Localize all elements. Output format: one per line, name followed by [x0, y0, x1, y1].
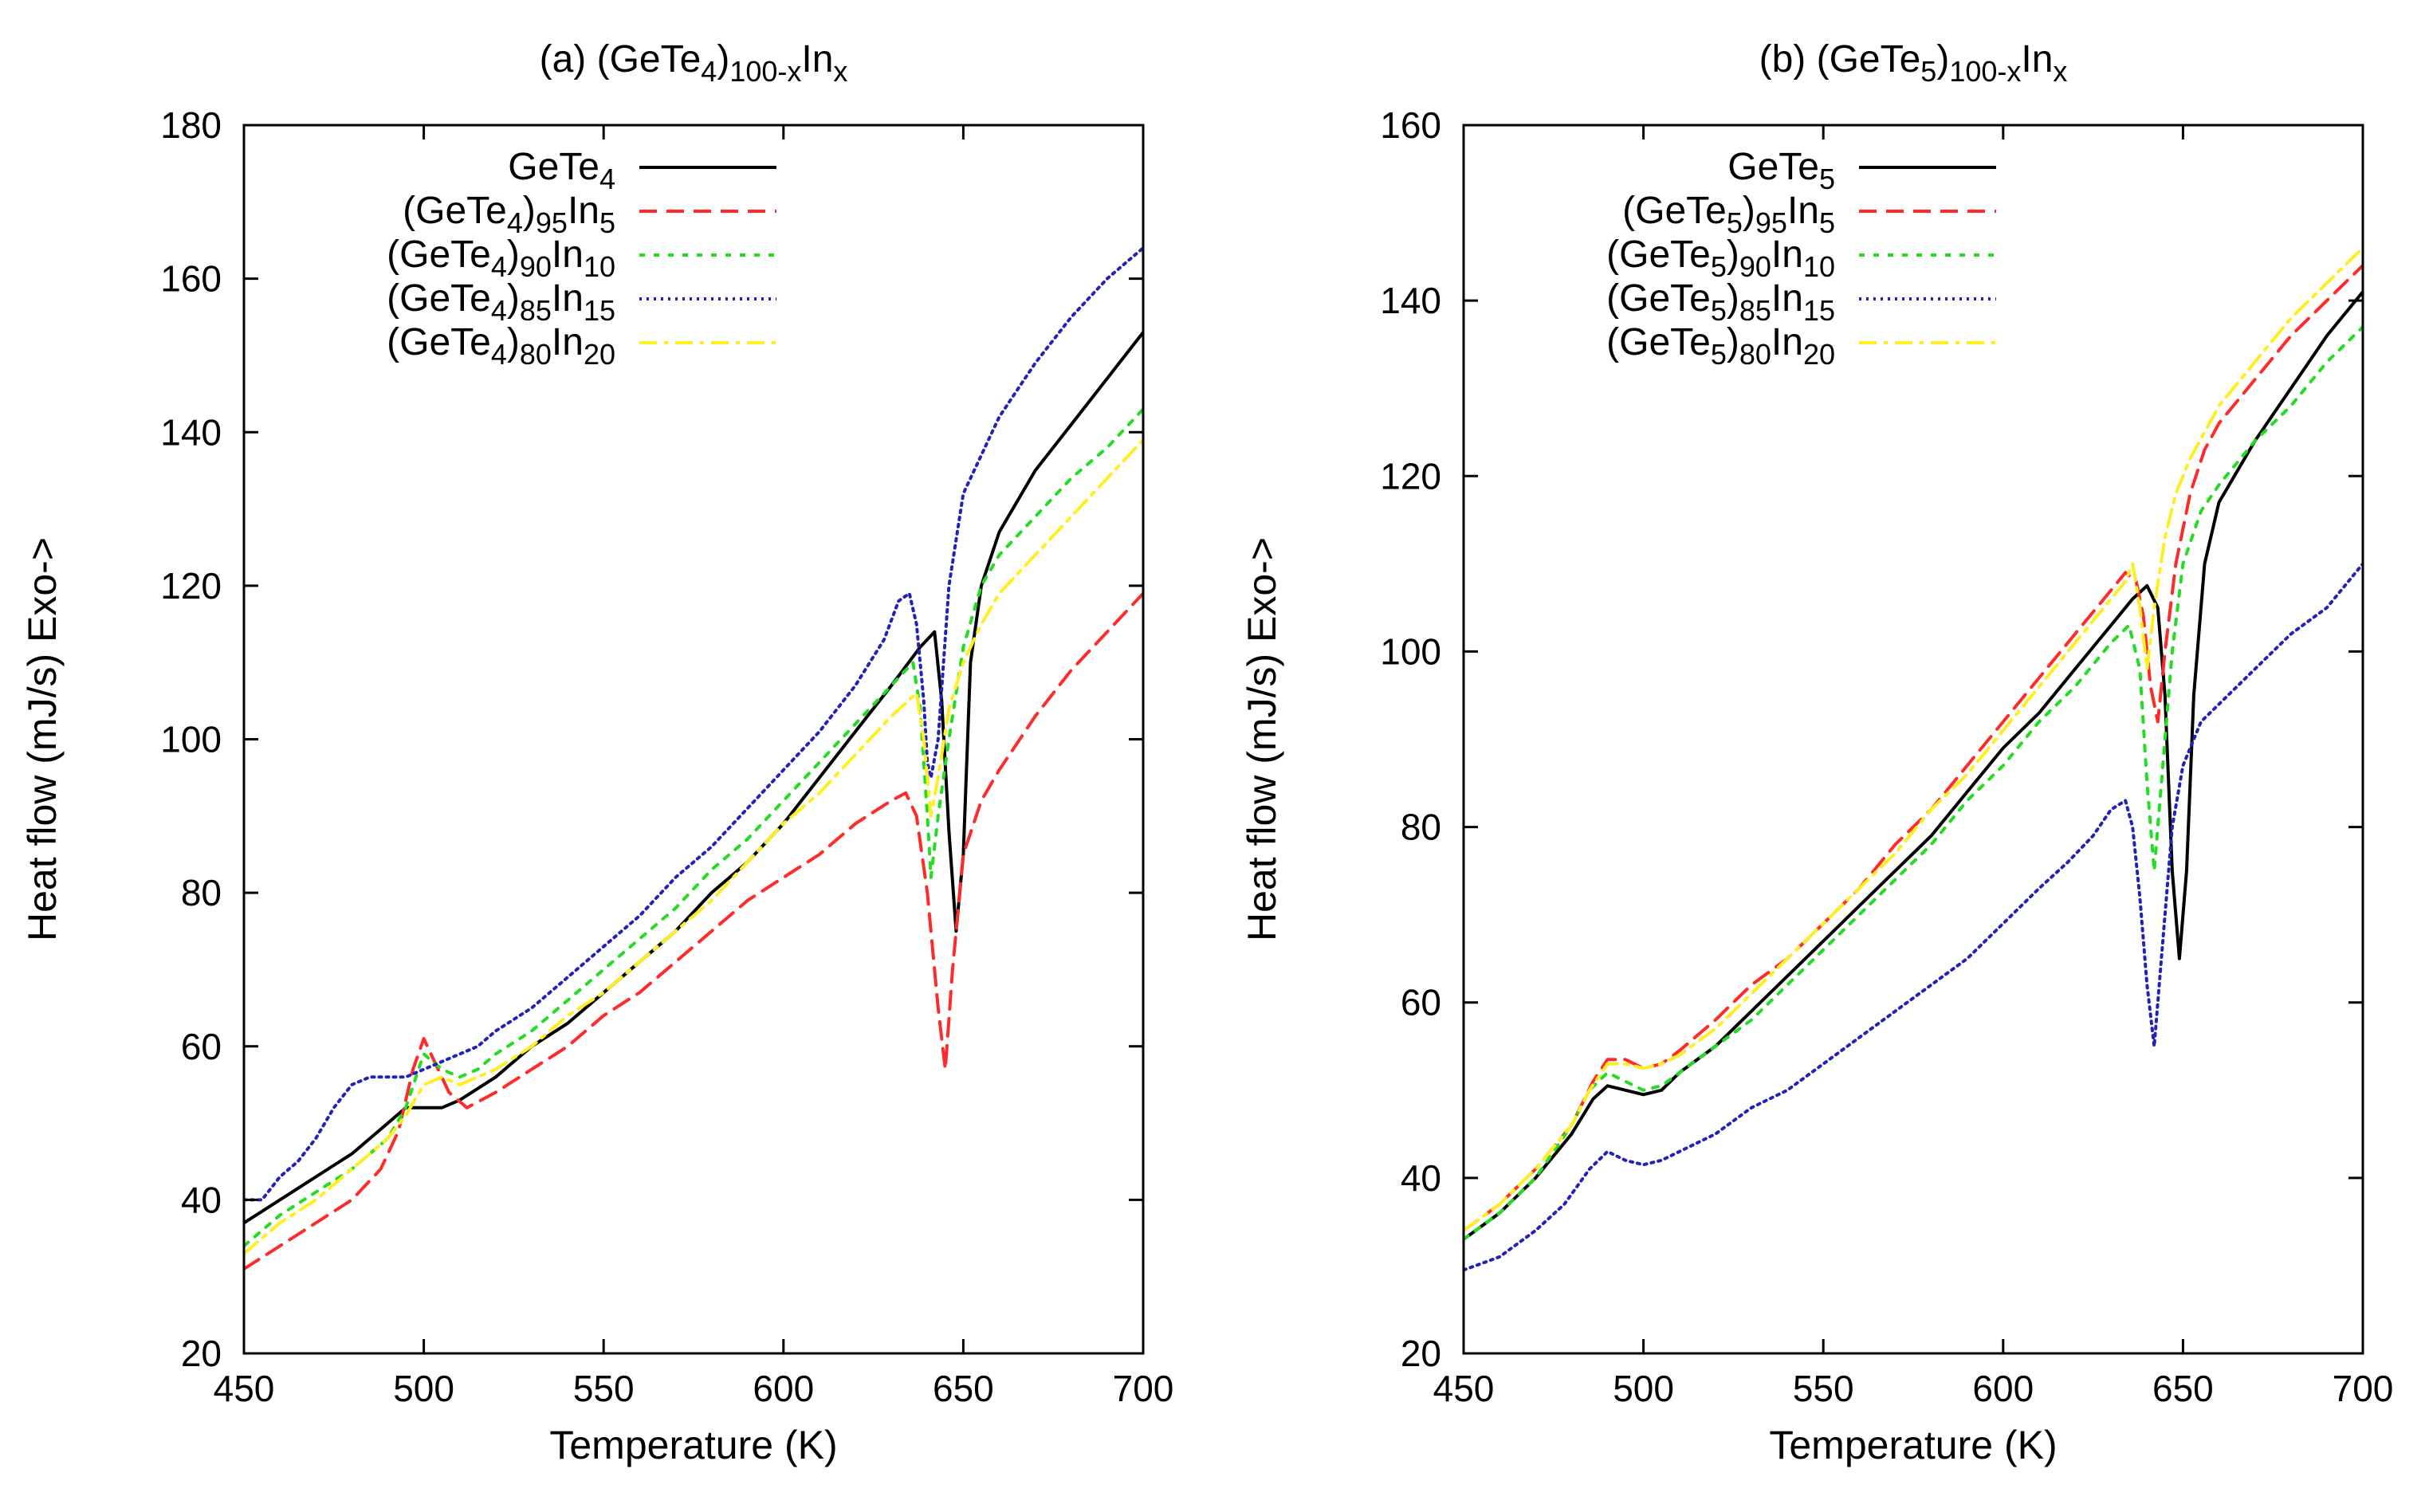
y-tick-label: 160 — [160, 258, 222, 300]
chart-panel-a: (a) (GeTe4)100-xInx 450 500 550 600 650 700 20 4… — [20, 38, 1173, 1467]
chart-panel-b: (b) (GeTe5)100-xInx 450 500 550 600 650 700 20 4… — [1240, 38, 2393, 1467]
y-tick-label: 20 — [181, 1333, 222, 1374]
x-axis-label: Temperature (K) — [1769, 1423, 2057, 1467]
x-tick-label: 650 — [2152, 1368, 2214, 1409]
series-line-4 — [1464, 562, 2363, 1272]
x-tick-label: 600 — [753, 1368, 814, 1409]
y-tick-label: 100 — [160, 719, 222, 760]
series-line-3 — [244, 407, 1143, 1248]
legend-label-3: (GeTe4)90In10 — [387, 234, 615, 283]
series-line-4 — [244, 246, 1143, 1202]
y-axis-label: Heat flow (mJ/s) Exo-> — [20, 537, 65, 941]
legend-label-5: (GeTe4)80In20 — [387, 321, 615, 371]
x-tick-label: 500 — [1613, 1368, 1674, 1409]
series-lines — [1464, 246, 2363, 1272]
plot-frame — [1462, 124, 2364, 1355]
series-line-2 — [1464, 264, 2363, 1232]
x-tick-label: 450 — [1433, 1368, 1495, 1409]
legend-label-2: (GeTe4)95In5 — [403, 190, 615, 239]
series-line-2 — [244, 591, 1143, 1271]
series-line-5 — [244, 438, 1143, 1255]
x-tick-label: 700 — [1113, 1368, 1174, 1409]
y-tick-label: 120 — [160, 565, 222, 607]
legend: GeTe4(GeTe4)95In5(GeTe4)90In10(GeTe4)85I… — [387, 146, 776, 371]
x-axis-label: Temperature (K) — [549, 1423, 837, 1467]
y-tick-label: 80 — [1401, 807, 1441, 848]
x-tick-label: 550 — [573, 1368, 635, 1409]
series-lines — [244, 246, 1143, 1271]
series-line-5 — [1464, 246, 2363, 1232]
legend: GeTe5(GeTe5)95In5(GeTe5)90In10(GeTe5)85I… — [1606, 146, 1996, 371]
y-tick-label: 160 — [1380, 104, 1441, 146]
y-tick-label: 60 — [181, 1026, 222, 1067]
chart-title: (a) (GeTe4)100-xInx — [540, 38, 848, 88]
legend-label-1: GeTe4 — [508, 146, 615, 195]
y-tick-label: 40 — [181, 1179, 222, 1220]
series-line-1 — [244, 331, 1143, 1225]
series-line-3 — [1464, 325, 2363, 1241]
x-tick-label: 650 — [933, 1368, 994, 1409]
y-tick-label: 80 — [181, 872, 222, 913]
y-tick-label: 40 — [1401, 1157, 1441, 1199]
legend-label-4: (GeTe5)85In15 — [1606, 277, 1835, 327]
y-tick-label: 60 — [1401, 982, 1441, 1023]
y-tick-label: 140 — [160, 411, 222, 453]
x-tick-label: 450 — [214, 1368, 275, 1409]
x-tick-label: 700 — [2333, 1368, 2394, 1409]
legend-label-2: (GeTe5)95In5 — [1622, 190, 1835, 239]
y-tick-label: 180 — [160, 104, 222, 146]
x-tick-label: 550 — [1793, 1368, 1854, 1409]
y-tick-label: 100 — [1380, 630, 1441, 672]
legend-label-1: GeTe5 — [1727, 146, 1835, 195]
legend-label-5: (GeTe5)80In20 — [1606, 321, 1835, 371]
series-line-1 — [1464, 290, 2363, 1241]
legend-label-3: (GeTe5)90In10 — [1606, 234, 1835, 283]
y-tick-label: 120 — [1380, 455, 1441, 497]
x-tick-label: 600 — [1972, 1368, 2034, 1409]
y-axis-label: Heat flow (mJ/s) Exo-> — [1240, 537, 1284, 941]
x-tick-label: 500 — [393, 1368, 454, 1409]
chart-title: (b) (GeTe5)100-xInx — [1759, 38, 2068, 88]
y-tick-label: 20 — [1401, 1333, 1441, 1374]
y-tick-label: 140 — [1380, 280, 1441, 321]
legend-label-4: (GeTe4)85In15 — [387, 277, 615, 327]
